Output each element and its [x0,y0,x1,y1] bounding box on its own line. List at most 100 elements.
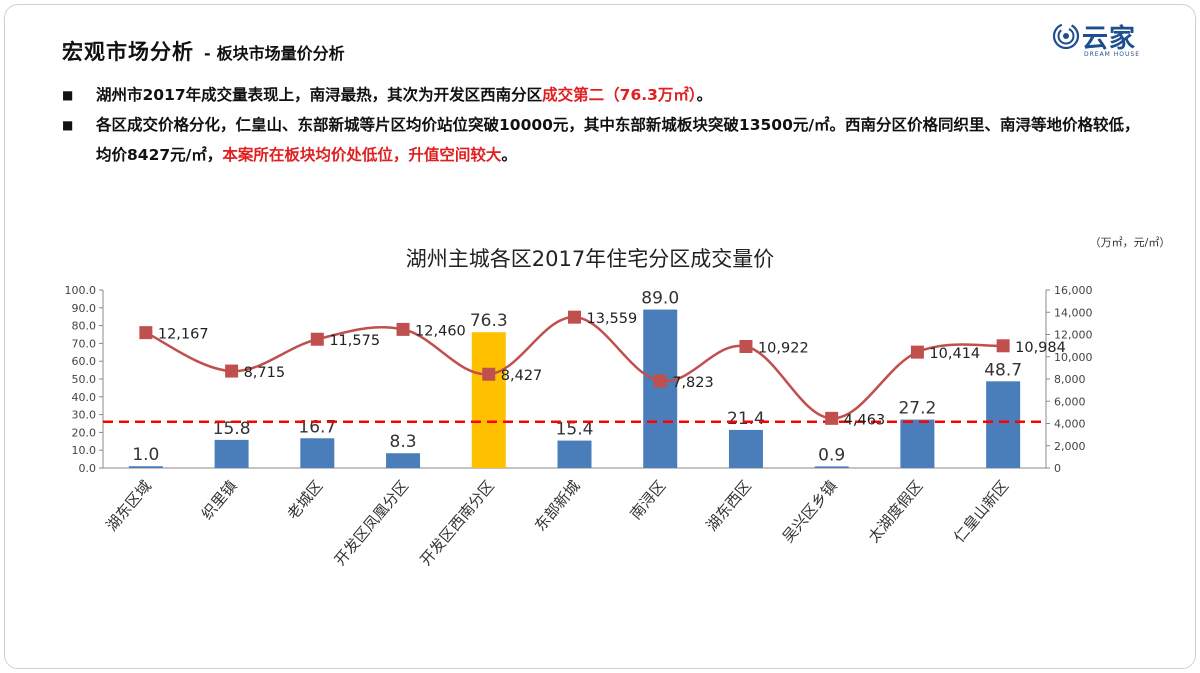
swirl-logo-icon [1052,22,1080,50]
price-marker [653,374,667,388]
right-axis: 0 2,000 4,000 6,000 8,000 10,000 12,000 14,000 1… [1045,284,1093,475]
price-value-label: 7,823 [672,375,714,391]
price-value-label: 8,427 [501,368,543,384]
price-marker [310,332,324,346]
right-tick-label: 2,000 [1054,440,1086,453]
bullet-text-highlight: 成交第二（76.3万㎡） [542,86,697,104]
bullet-item: ■ 各区成交价格分化，仁皇山、东部新城等片区均价站位突破10000元，其中东部新… [62,110,1152,170]
category-labels: 湖东区域 织里镇 老城区 开发区凤凰分区 开发区西南分区 东部新城 南浔区 湖东西区 吴兴区乡镇… [103,477,1013,569]
price-marker [910,345,924,359]
category-label: 仁皇山新区 [950,477,1012,546]
right-tick-label: 12,000 [1054,329,1093,342]
price-value-label: 4,463 [844,412,886,428]
logo-wordmark: 云家 [1082,24,1137,54]
bar-value-label: 76.3 [470,311,508,331]
left-tick-label: 60.0 [72,355,97,368]
square-bullet-icon: ■ [62,118,74,132]
price-value-label: 12,460 [415,323,466,339]
left-tick-label: 100.0 [65,284,97,297]
price-line [145,315,1004,420]
price-marker [482,367,496,381]
left-tick-label: 10.0 [72,444,97,457]
left-axis: 0.0 10.0 20.0 30.0 40.0 50.0 60.0 70.0 80.0 90.0 1… [65,284,1046,475]
page-title: 宏观市场分析 [62,40,194,64]
price-labels: 12,167 8,715 11,575 12,460 8,427 13,559 7,823 1… [158,311,1066,428]
bullet-text-normal: 各区成交价格分化，仁皇山、东部新城等片区均价站位突破10000元，其中东部新城板… [96,116,1140,164]
square-bullet-icon: ■ [62,88,74,102]
brand-logo: 云家 DREAM HOUSE [1052,18,1162,62]
volume-bar [128,466,163,468]
page-header: 宏观市场分析 - 板块市场量价分析 [62,36,345,66]
bullet-text: 湖州市2017年成交量表现上，南浔最热，其次为开发区西南分区成交第二（76.3万… [96,80,1152,110]
category-label: 南浔区 [627,477,670,523]
bar-series [128,309,1021,468]
left-tick-label: 50.0 [72,373,97,386]
right-tick-label: 6,000 [1054,395,1086,408]
right-tick-label: 0 [1054,462,1061,475]
bar-value-label: 1.0 [132,445,159,465]
bullet-text-tail: 。 [696,86,713,104]
bar-value-label: 48.7 [984,360,1022,380]
left-tick-label: 70.0 [72,337,97,350]
logo-tagline: DREAM HOUSE [1084,51,1140,58]
left-tick-label: 80.0 [72,320,97,333]
bar-value-label: 15.4 [556,420,594,440]
category-label: 老城区 [284,477,327,523]
bar-value-label: 89.0 [641,289,679,309]
chart-unit-note: （万㎡，元/㎡） [1090,236,1171,249]
bullet-list: ■ 湖州市2017年成交量表现上，南浔最热，其次为开发区西南分区成交第二（76.… [62,80,1152,170]
bullet-text-normal: 湖州市2017年成交量表现上，南浔最热，其次为开发区西南分区 [96,86,543,104]
price-value-label: 11,575 [329,333,380,349]
bar-value-label: 27.2 [898,399,936,419]
bar-labels: 1.0 15.8 16.7 8.3 76.3 15.4 89.0 21.4 0.9 27.2 48.… [132,289,1022,466]
bullet-text: 各区成交价格分化，仁皇山、东部新城等片区均价站位突破10000元，其中东部新城板… [96,110,1152,170]
category-label: 太湖度假区 [864,477,926,546]
bar-value-label: 8.3 [390,432,417,452]
left-tick-label: 30.0 [72,409,97,422]
price-value-label: 12,167 [158,327,209,343]
left-tick-label: 40.0 [72,391,97,404]
price-marker [396,322,410,336]
bar-value-label: 21.4 [727,409,765,429]
bullet-text-tail: 。 [501,146,517,164]
category-label: 开发区凤凰分区 [331,477,412,569]
left-tick-label: 90.0 [72,302,97,315]
category-label: 开发区西南分区 [417,477,498,569]
price-value-label: 8,715 [244,365,286,381]
price-marker [568,310,581,324]
right-tick-label: 8,000 [1054,373,1086,386]
bar-value-label: 0.9 [818,445,845,465]
page-subtitle: 板块市场量价分析 [216,44,345,63]
slide-frame [4,4,1196,669]
volume-bar [214,439,249,468]
bar-value-label: 15.8 [213,419,251,439]
volume-bar [300,438,335,468]
price-marker [996,339,1010,353]
price-marker [739,339,753,353]
bar-value-label: 16.7 [298,417,336,437]
price-value-label: 10,922 [758,340,809,356]
category-label: 湖东西区 [703,477,755,535]
highlight-bar [471,332,506,468]
price-value-label: 10,414 [929,346,980,362]
bullet-item: ■ 湖州市2017年成交量表现上，南浔最热，其次为开发区西南分区成交第二（76.… [62,80,1152,110]
category-label: 吴兴区乡镇 [779,477,841,546]
volume-bar [814,466,849,468]
volume-bar [386,453,421,468]
right-tick-label: 10,000 [1054,351,1093,364]
category-label: 湖东区域 [103,477,155,535]
volume-bar [986,381,1021,468]
left-tick-label: 0.0 [79,462,97,475]
right-tick-label: 14,000 [1054,306,1093,319]
right-tick-label: 16,000 [1054,284,1093,297]
volume-bar [900,419,935,468]
category-label: 东部新城 [531,477,583,535]
price-value-label: 10,984 [1015,340,1066,356]
category-label: 织里镇 [198,477,241,523]
price-marker [139,326,153,340]
right-tick-label: 4,000 [1054,418,1086,431]
title-separator: - [204,44,211,63]
price-marker [825,411,839,425]
